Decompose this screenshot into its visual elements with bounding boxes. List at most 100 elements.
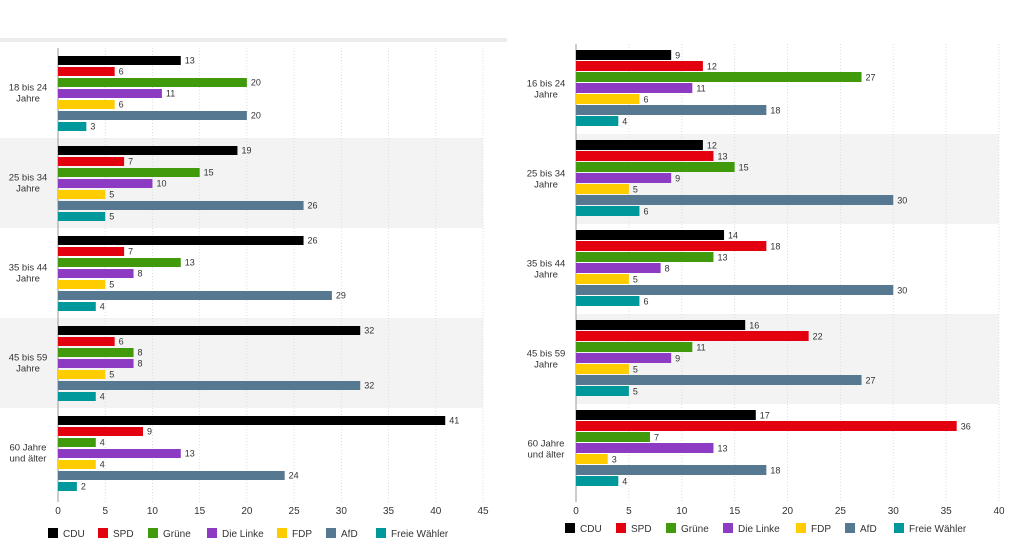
legend-label: FDP bbox=[292, 529, 312, 540]
x-tick-label: 10 bbox=[676, 506, 688, 517]
bar-value-label: 12 bbox=[707, 141, 717, 151]
bar-cdu bbox=[58, 236, 304, 245]
bar-fdp bbox=[58, 190, 106, 199]
bar-value-label: 4 bbox=[100, 438, 105, 448]
bar-value-label: 5 bbox=[633, 365, 638, 375]
bar-afd bbox=[576, 105, 767, 115]
bar-freie-waehler bbox=[58, 212, 106, 221]
legend-swatch-freie-waehler bbox=[894, 523, 904, 533]
top-shadow bbox=[0, 38, 507, 42]
bar-afd bbox=[576, 285, 894, 295]
bar-cdu bbox=[576, 50, 672, 60]
bar-value-label: 12 bbox=[707, 62, 717, 72]
bar-afd bbox=[58, 201, 304, 210]
bar-afd bbox=[58, 471, 285, 480]
group-label: 60 Jahre bbox=[528, 439, 565, 450]
legend-label: FDP bbox=[811, 524, 831, 535]
bar-value-label: 8 bbox=[138, 269, 143, 279]
legend-swatch-afd bbox=[326, 528, 336, 538]
bar-value-label: 13 bbox=[717, 253, 727, 263]
bar-value-label: 6 bbox=[643, 95, 648, 105]
group-label: 35 bis 44 bbox=[527, 259, 566, 270]
legend-label: Die Linke bbox=[738, 524, 780, 535]
legend-label: CDU bbox=[63, 529, 85, 540]
bar-value-label: 5 bbox=[109, 190, 114, 200]
bar-die-linke bbox=[58, 179, 153, 188]
bar-gruene bbox=[58, 348, 134, 357]
bar-fdp bbox=[576, 274, 629, 284]
bar-value-label: 41 bbox=[449, 416, 459, 426]
bar-cdu bbox=[58, 416, 446, 425]
bar-fdp bbox=[58, 460, 96, 469]
legend-swatch-spd bbox=[98, 528, 108, 538]
x-tick-label: 25 bbox=[835, 506, 847, 517]
bar-gruene bbox=[576, 162, 735, 172]
bar-cdu bbox=[576, 140, 703, 150]
bar-value-label: 8 bbox=[138, 348, 143, 358]
bar-spd bbox=[58, 247, 125, 256]
bar-gruene bbox=[58, 438, 96, 447]
legend-label: AfD bbox=[860, 524, 877, 535]
bar-value-label: 8 bbox=[138, 359, 143, 369]
bar-value-label: 2 bbox=[81, 482, 86, 492]
group-label: 16 bis 24 bbox=[527, 79, 566, 90]
legend-label: AfD bbox=[341, 529, 358, 540]
bar-value-label: 13 bbox=[717, 152, 727, 162]
bar-spd bbox=[58, 67, 115, 76]
bar-afd bbox=[576, 375, 862, 385]
bar-afd bbox=[576, 195, 894, 205]
bar-die-linke bbox=[576, 443, 714, 453]
bar-value-label: 18 bbox=[770, 106, 780, 116]
bar-cdu bbox=[58, 326, 361, 335]
bar-die-linke bbox=[576, 83, 693, 93]
bar-die-linke bbox=[58, 89, 162, 98]
bar-value-label: 13 bbox=[185, 56, 195, 66]
x-tick-label: 20 bbox=[782, 506, 794, 517]
legend-label: SPD bbox=[631, 524, 652, 535]
bar-freie-waehler bbox=[58, 482, 77, 491]
bar-freie-waehler bbox=[576, 206, 640, 216]
bar-value-label: 11 bbox=[166, 89, 175, 99]
group-label: Jahre bbox=[534, 270, 558, 281]
legend-label: CDU bbox=[580, 524, 602, 535]
legend-swatch-die-linke bbox=[207, 528, 217, 538]
bar-value-label: 27 bbox=[866, 73, 876, 83]
bar-cdu bbox=[576, 230, 725, 240]
group-label: 45 bis 59 bbox=[9, 353, 48, 364]
bar-freie-waehler bbox=[58, 302, 96, 311]
bar-freie-waehler bbox=[576, 296, 640, 306]
x-tick-label: 35 bbox=[941, 506, 953, 517]
group-label: Jahre bbox=[534, 360, 558, 371]
bar-gruene bbox=[58, 258, 181, 267]
x-tick-label: 40 bbox=[993, 506, 1005, 517]
bar-value-label: 11 bbox=[696, 84, 705, 94]
bar-value-label: 18 bbox=[770, 466, 780, 476]
bar-spd bbox=[58, 337, 115, 346]
legend-swatch-spd bbox=[616, 523, 626, 533]
bar-gruene bbox=[576, 252, 714, 262]
bar-spd bbox=[576, 151, 714, 161]
bar-fdp bbox=[576, 184, 629, 194]
legend-swatch-cdu bbox=[565, 523, 575, 533]
bar-value-label: 36 bbox=[961, 422, 971, 432]
bar-value-label: 20 bbox=[251, 111, 261, 121]
legend-swatch-freie-waehler bbox=[376, 528, 386, 538]
bar-value-label: 32 bbox=[364, 381, 374, 391]
bar-value-label: 30 bbox=[897, 286, 907, 296]
bar-gruene bbox=[576, 72, 862, 82]
x-tick-label: 20 bbox=[241, 506, 253, 517]
x-tick-label: 40 bbox=[430, 506, 442, 517]
group-label: Jahre bbox=[16, 94, 40, 105]
bar-value-label: 5 bbox=[109, 212, 114, 222]
bar-fdp bbox=[576, 454, 608, 464]
group-label: 35 bis 44 bbox=[9, 263, 48, 274]
group-label: Jahre bbox=[16, 364, 40, 375]
bar-value-label: 30 bbox=[897, 196, 907, 206]
bar-value-label: 6 bbox=[119, 337, 124, 347]
bar-value-label: 13 bbox=[185, 258, 195, 268]
bar-value-label: 9 bbox=[675, 354, 680, 364]
bar-value-label: 5 bbox=[633, 275, 638, 285]
bar-value-label: 3 bbox=[612, 455, 617, 465]
bar-freie-waehler bbox=[576, 386, 629, 396]
